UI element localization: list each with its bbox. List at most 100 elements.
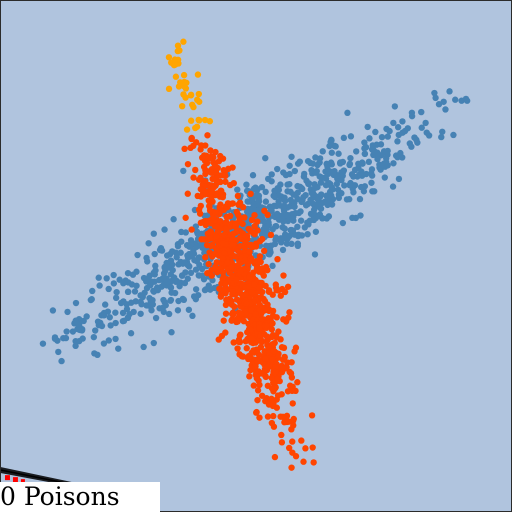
- blue-particle: [365, 158, 373, 166]
- red-particle: [220, 317, 227, 324]
- blue-particle: [377, 141, 385, 148]
- red-particle: [246, 373, 253, 380]
- blue-particle: [147, 281, 154, 289]
- red-particle: [269, 320, 276, 327]
- red-particle: [241, 232, 249, 240]
- red-particle: [237, 234, 244, 241]
- red-particle: [236, 214, 243, 221]
- blue-particle: [328, 149, 335, 156]
- red-particle: [251, 211, 258, 219]
- red-particle: [259, 288, 266, 296]
- blue-particle: [197, 242, 204, 249]
- red-particle: [274, 256, 281, 263]
- red-particle: [197, 174, 204, 181]
- red-particle: [223, 213, 230, 221]
- yellow-particle: [195, 116, 202, 124]
- red-particle: [231, 253, 239, 260]
- blue-particle: [308, 189, 315, 197]
- red-particle: [219, 269, 227, 276]
- blue-particle: [167, 271, 175, 278]
- red-particle: [258, 315, 266, 323]
- blue-particle: [156, 305, 163, 312]
- red-particle: [264, 413, 272, 420]
- poison-counter: 0 Poisons: [0, 482, 160, 512]
- red-particle: [219, 240, 227, 247]
- blue-particle: [423, 129, 430, 136]
- blue-particle: [316, 204, 323, 211]
- blue-particle: [294, 242, 302, 250]
- yellow-particle: [187, 117, 195, 124]
- blue-particle: [195, 291, 202, 299]
- red-particle: [249, 339, 257, 347]
- red-particle: [184, 160, 192, 168]
- blue-particle: [55, 348, 62, 356]
- blue-particle: [389, 183, 397, 190]
- blue-particle: [357, 212, 364, 219]
- blue-particle: [394, 124, 402, 131]
- blue-particle: [131, 288, 139, 295]
- red-particle: [222, 280, 229, 287]
- red-particle: [268, 395, 275, 403]
- blue-particle: [452, 96, 459, 103]
- red-particle: [232, 220, 239, 227]
- red-particle: [290, 422, 297, 429]
- red-particle: [271, 385, 279, 392]
- blue-particle: [263, 225, 270, 233]
- blue-particle: [92, 327, 99, 334]
- blue-particle: [358, 183, 365, 191]
- red-particle: [218, 332, 226, 340]
- blue-particle: [105, 285, 112, 293]
- red-particle: [239, 353, 247, 360]
- blue-particle: [88, 296, 95, 303]
- red-particle: [252, 363, 259, 370]
- blue-particle: [318, 174, 325, 181]
- red-particle: [256, 324, 263, 332]
- red-particle: [268, 419, 276, 427]
- blue-particle: [440, 98, 447, 105]
- red-particle: [212, 209, 219, 216]
- blue-particle: [304, 219, 311, 226]
- blue-particle: [280, 202, 288, 209]
- red-particle: [255, 284, 262, 291]
- blue-particle: [100, 340, 108, 347]
- red-particle: [202, 221, 209, 229]
- yellow-particle: [190, 103, 197, 111]
- blue-particle: [161, 226, 168, 233]
- blue-particle: [120, 317, 128, 325]
- red-particle: [291, 348, 298, 355]
- blue-particle: [171, 289, 179, 297]
- blue-particle: [107, 322, 114, 329]
- blue-particle: [174, 307, 182, 314]
- red-particle: [269, 312, 277, 319]
- blue-particle: [344, 109, 351, 117]
- blue-particle: [370, 147, 378, 154]
- blue-particle: [446, 88, 453, 95]
- blue-particle: [249, 172, 257, 179]
- blue-particle: [351, 166, 359, 174]
- red-particle: [182, 214, 189, 221]
- red-particle: [258, 370, 265, 377]
- blue-particle: [140, 343, 147, 351]
- yellow-particle: [194, 71, 202, 78]
- red-particle: [246, 248, 253, 255]
- blue-particle: [189, 312, 196, 320]
- red-particle: [288, 374, 296, 381]
- red-particle: [190, 142, 197, 150]
- blue-particle: [341, 182, 348, 189]
- red-particle: [254, 358, 261, 365]
- yellow-particle: [182, 85, 190, 92]
- red-particle: [230, 230, 237, 237]
- red-particle: [234, 345, 241, 352]
- blue-particle: [152, 262, 159, 270]
- red-particle: [224, 259, 231, 267]
- blue-particle: [384, 147, 391, 155]
- red-particle: [206, 229, 214, 236]
- blue-particle: [180, 296, 188, 304]
- blue-particle: [165, 310, 173, 318]
- red-particle: [213, 259, 220, 266]
- blue-particle: [268, 178, 275, 185]
- yellow-particle: [183, 79, 190, 86]
- red-particle: [310, 459, 317, 466]
- blue-particle: [383, 125, 390, 133]
